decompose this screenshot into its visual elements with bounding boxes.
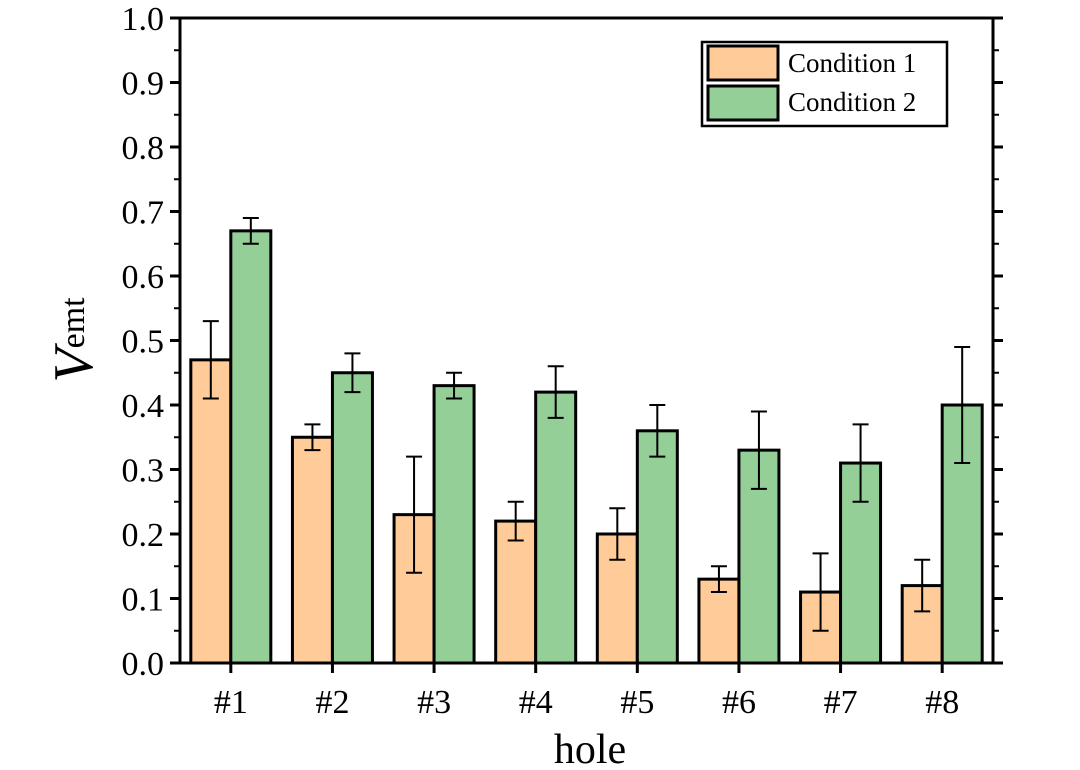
y-tick-label: 0.5: [122, 324, 165, 361]
error-bar-condition-1-3: [406, 455, 423, 574]
error-bar-condition-2-2: [344, 352, 361, 394]
x-tick-label: #7: [824, 684, 858, 721]
legend-label-condition-2: Condition 2: [788, 87, 916, 117]
error-bar-condition-1-1: [202, 320, 219, 400]
ticks-layer: #1 #2 #3 #4 #5 #6 #7 #8 0.0 0.1 0.2 0.3 0.4 0.5 0.6 0.7…: [122, 1, 1003, 721]
bar-condition-2-6: [737, 448, 781, 665]
legend: Condition 1 Condition 2: [700, 40, 949, 128]
error-bar-condition-1-6: [710, 565, 727, 594]
y-tick-label: 0.2: [122, 517, 165, 554]
x-axis-title: hole: [554, 727, 626, 770]
error-bar-condition-2-3: [446, 371, 463, 400]
error-bar-condition-1-4: [507, 500, 524, 542]
bar-condition-1-4: [494, 519, 538, 665]
error-bar-condition-1-8: [914, 558, 931, 613]
error-bar-condition-2-8: [954, 345, 971, 465]
error-bar-condition-2-5: [649, 404, 666, 458]
y-tick-label: 0.7: [122, 195, 165, 232]
bar-condition-1-2: [290, 435, 334, 665]
error-bar-condition-2-6: [750, 410, 767, 490]
x-tick-label: #4: [519, 684, 553, 721]
y-tick-label: 0.9: [122, 66, 165, 103]
bar-condition-2-5: [635, 429, 679, 665]
error-bars-layer: [202, 216, 971, 632]
y-tick-label: 0.6: [122, 259, 165, 296]
bars-layer: [189, 229, 984, 665]
x-tick-label: #2: [315, 684, 349, 721]
legend-label-condition-1: Condition 1: [788, 48, 916, 78]
bar-condition-2-1: [229, 229, 273, 665]
x-tick-label: #1: [214, 684, 248, 721]
y-tick-label: 0.3: [122, 453, 165, 490]
error-bar-condition-1-7: [812, 552, 829, 632]
bar-condition-2-4: [534, 390, 578, 665]
bar-condition-2-3: [432, 384, 476, 665]
x-tick-label: #8: [925, 684, 959, 721]
bar-condition-1-1: [189, 358, 233, 665]
svg-text:Vemt: Vemt: [43, 297, 105, 383]
y-axis-title: Vemt: [43, 297, 105, 383]
x-tick-label: #3: [417, 684, 451, 721]
y-tick-label: 0.1: [122, 582, 165, 619]
error-bar-condition-2-1: [242, 216, 259, 245]
y-axis-title-subscript: emt: [55, 297, 92, 349]
error-bar-condition-2-4: [547, 365, 564, 419]
y-tick-label: 0.4: [122, 388, 165, 425]
y-tick-label: 0.8: [122, 130, 165, 167]
x-tick-label: #6: [722, 684, 756, 721]
error-bar-condition-2-7: [852, 423, 869, 503]
y-tick-label: 1.0: [122, 1, 165, 38]
legend-swatch-condition-1: [706, 44, 780, 82]
x-tick-label: #5: [620, 684, 654, 721]
error-bar-condition-1-5: [609, 507, 626, 561]
error-bar-condition-1-2: [304, 423, 321, 452]
bar-condition-2-2: [330, 371, 374, 665]
y-tick-label: 0.0: [122, 646, 165, 683]
legend-swatch-condition-2: [706, 84, 780, 122]
y-axis-title-main: V: [43, 343, 105, 383]
